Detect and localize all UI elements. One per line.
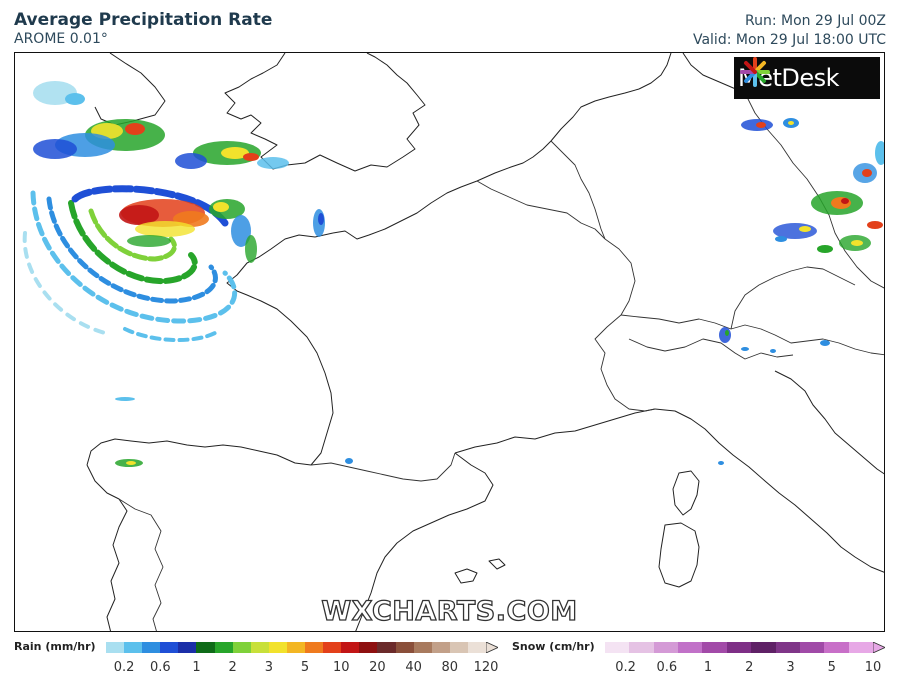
rain-bar-arrow [486, 642, 498, 653]
metdesk-logo: MetDesk [734, 57, 880, 99]
snow-color-swatch [775, 642, 800, 653]
rain-tick-label: 2 [228, 660, 237, 675]
map-title: Average Precipitation Rate [14, 10, 273, 30]
rain-tick-label: 80 [441, 660, 459, 675]
snow-bar-arrow [873, 642, 885, 653]
rain-color-swatch [305, 642, 324, 653]
rain-color-swatch [431, 642, 450, 653]
snow-tick-label: 1 [703, 660, 713, 675]
snow-color-swatch [848, 642, 873, 653]
rain-color-swatch [359, 642, 378, 653]
rain-tick-label: 5 [300, 660, 310, 675]
wxcharts-watermark: WXCHARTS.COM [321, 595, 578, 627]
rain-legend: Rain (mm/hr) 0.2 0.6 1 2 3 5 10 20 40 80 120 [0, 639, 510, 689]
rain-tick-label: 0.2 [113, 660, 135, 675]
rain-color-bar [106, 642, 486, 653]
snow-tick-label: 10 [864, 660, 882, 675]
rain-color-swatch [178, 642, 197, 653]
rain-color-swatch [413, 642, 432, 653]
rain-tick-label: 40 [405, 660, 422, 675]
snow-color-swatch [629, 642, 654, 653]
rain-color-swatch [268, 642, 287, 653]
rain-color-swatch [377, 642, 396, 653]
snow-color-swatch [653, 642, 679, 653]
rain-color-swatch [449, 642, 468, 653]
snow-tick-label: 0.6 [656, 660, 678, 675]
run-info: Run: Mon 29 Jul 00Z Valid: Mon 29 Jul 18… [693, 12, 886, 50]
valid-time: Valid: Mon 29 Jul 18:00 UTC [692, 32, 886, 48]
rain-tick-label: 0.6 [149, 660, 171, 675]
snow-legend: Snow (cm/hr) 0.2 0.6 1 2 3 5 10 [510, 639, 900, 689]
snow-color-swatch [824, 642, 849, 653]
rain-color-swatch [106, 642, 125, 653]
map-panel[interactable]: MetDesk WXCHARTS.COM [14, 52, 885, 632]
run-time: Run: Mon 29 Jul 00Z [745, 13, 886, 29]
map-canvas [22, 53, 884, 631]
rain-color-swatch [323, 642, 342, 653]
rain-color-swatch [341, 642, 360, 653]
rain-tick-label: 120 [473, 660, 499, 675]
rain-color-swatch [250, 642, 269, 653]
rain-color-swatch [286, 642, 306, 653]
snow-color-swatch [678, 642, 703, 653]
snow-legend-label: Snow (cm/hr) [512, 640, 595, 653]
rain-color-swatch [214, 642, 233, 653]
rain-color-swatch [160, 642, 179, 653]
rain-tick-label: 1 [192, 660, 201, 675]
snow-tick-label: 2 [745, 660, 754, 675]
coastlines [86, 53, 884, 631]
rain-color-swatch [196, 642, 215, 653]
snow-tick-label: 0.2 [615, 660, 636, 675]
snow-color-swatch [605, 642, 630, 653]
rain-color-swatch [124, 642, 143, 653]
snow-color-swatch [799, 642, 825, 653]
rain-tick-label: 20 [369, 660, 386, 675]
rain-tick-label: 3 [264, 660, 273, 675]
snow-color-bar [605, 642, 873, 653]
rain-tick-label: 10 [332, 660, 350, 675]
rain-color-swatch [395, 642, 414, 653]
model-name: AROME 0.01° [14, 31, 108, 47]
rain-color-swatch [142, 642, 161, 653]
snow-color-swatch [726, 642, 752, 653]
chart-header: Average Precipitation Rate AROME 0.01° [14, 10, 272, 48]
precipitation-layer [22, 81, 884, 467]
snow-color-swatch [751, 642, 776, 653]
rain-legend-label: Rain (mm/hr) [14, 640, 96, 653]
snow-tick-label: 5 [827, 660, 836, 675]
country-borders [118, 92, 884, 631]
rain-color-swatch [467, 642, 486, 653]
snow-tick-label: 3 [786, 660, 795, 675]
rain-color-swatch [232, 642, 251, 653]
metdesk-logo-icon [740, 57, 770, 87]
snow-color-swatch [702, 642, 727, 653]
